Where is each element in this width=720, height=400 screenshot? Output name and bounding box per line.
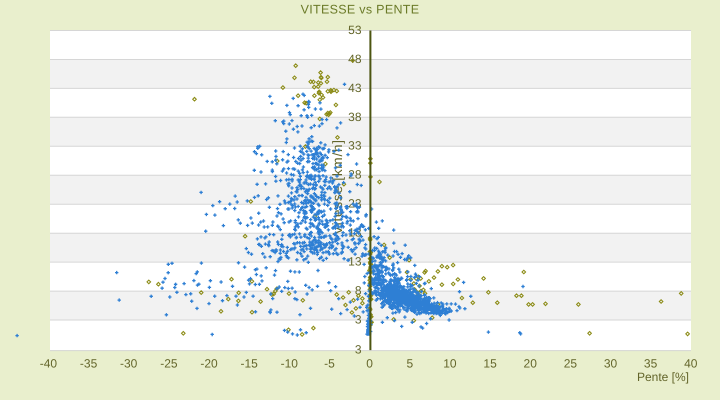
svg-text:25: 25	[564, 357, 578, 371]
svg-text:-25: -25	[160, 357, 178, 371]
svg-text:3: 3	[355, 312, 362, 326]
svg-text:33: 33	[348, 139, 362, 153]
svg-text:-10: -10	[281, 357, 299, 371]
svg-text:-15: -15	[241, 357, 259, 371]
svg-text:35: 35	[644, 357, 658, 371]
svg-text:-20: -20	[200, 357, 218, 371]
svg-text:43: 43	[348, 81, 362, 95]
svg-text:10: 10	[443, 357, 457, 371]
svg-text:8: 8	[355, 283, 362, 297]
svg-text:5: 5	[406, 357, 413, 371]
svg-text:Pente [%]: Pente [%]	[637, 370, 689, 384]
svg-text:3: 3	[355, 343, 362, 357]
svg-text:-30: -30	[120, 357, 138, 371]
svg-text:20: 20	[524, 357, 538, 371]
svg-text:28: 28	[348, 168, 362, 182]
svg-text:53: 53	[348, 23, 362, 37]
svg-text:13: 13	[348, 255, 362, 269]
svg-text:40: 40	[684, 357, 698, 371]
svg-text:-5: -5	[324, 357, 335, 371]
svg-text:-35: -35	[80, 357, 98, 371]
svg-text:48: 48	[348, 52, 362, 66]
svg-text:38: 38	[348, 110, 362, 124]
svg-text:15: 15	[483, 357, 497, 371]
svg-text:VITESSE vs PENTE: VITESSE vs PENTE	[301, 3, 420, 17]
svg-text:30: 30	[604, 357, 618, 371]
svg-text:-40: -40	[40, 357, 58, 371]
svg-text:0: 0	[366, 357, 373, 371]
